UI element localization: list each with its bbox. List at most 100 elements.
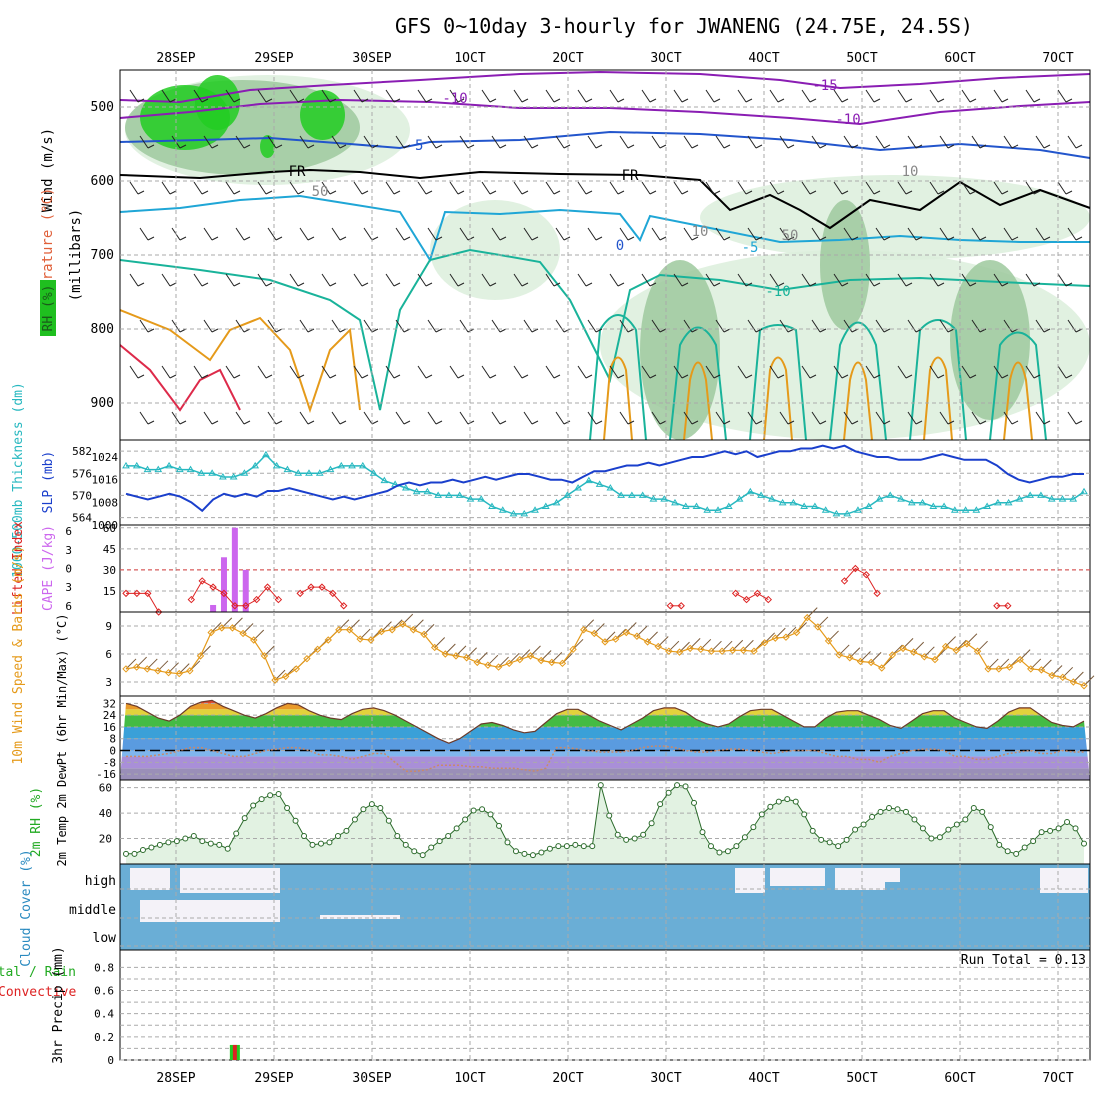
wind-barb (265, 98, 273, 103)
wind-barb (521, 190, 529, 195)
wind-barb (395, 411, 405, 425)
wind-speed-marker (643, 638, 652, 646)
wind-speed-marker (718, 647, 726, 655)
rh-marker (945, 826, 952, 833)
thickness-marker (218, 472, 227, 480)
rh-marker (767, 803, 774, 810)
wind-barb (427, 135, 437, 149)
wind-barb (225, 365, 235, 379)
axis-label-temp2m: 2m Temp 2m DewPt (6hr Min/Max) (°C) (55, 614, 69, 867)
wind-barb (865, 181, 875, 195)
wind-barb (289, 365, 299, 379)
rh-marker (682, 783, 689, 790)
wind-speed-marker (250, 636, 258, 644)
rh-marker (919, 825, 926, 832)
wind-speed-marker (856, 657, 865, 666)
rh-marker (1038, 829, 1045, 836)
wind-barb (385, 365, 395, 379)
rh-marker (267, 792, 274, 799)
wind-barb (809, 282, 817, 287)
lifted-index-marker (329, 589, 337, 598)
wind-barb (225, 89, 235, 103)
wind-barb (649, 98, 657, 103)
wind-barb (129, 89, 139, 103)
wind-barb (235, 319, 245, 333)
side-axis-labels: Wind (m/s)Temperature (°C)RH (%)(milliba… (0, 128, 84, 1064)
rh-marker (546, 845, 553, 852)
wind-barb (563, 420, 571, 425)
thickness-marker (1047, 495, 1056, 502)
thickness-marker (918, 498, 927, 506)
wind-speed-marker (941, 642, 950, 651)
rh-marker (741, 834, 748, 841)
wind-barb (489, 374, 497, 379)
temperature-contour (923, 356, 953, 440)
lifted-index-marker (666, 602, 675, 610)
rh-marker (462, 816, 469, 823)
wind-barb (299, 135, 309, 149)
wind-barb (819, 328, 827, 333)
thickness-marker (983, 502, 992, 510)
wind-barb (1035, 135, 1045, 149)
wind-barb (897, 365, 907, 379)
thickness-marker (423, 487, 432, 495)
wind-barb (609, 365, 619, 379)
upper-air-clip (120, 70, 1090, 440)
wind-barb (587, 319, 597, 333)
wind-barb (329, 282, 337, 287)
wind-barb (929, 181, 939, 195)
temperature-contour (603, 356, 633, 440)
wind-barb (939, 411, 949, 425)
wind-barb (683, 411, 693, 425)
wind-speed-marker (441, 650, 450, 658)
wind-barb (531, 144, 539, 149)
precip-tick-label: 0.6 (94, 985, 114, 998)
wind-barb (449, 181, 459, 195)
rh-marker (953, 821, 960, 828)
wind-barb (385, 181, 395, 195)
top-date-label: 4OCT (748, 51, 779, 66)
thickness-marker (1004, 498, 1013, 506)
wind-barb (777, 374, 785, 379)
wind-barb (1057, 365, 1067, 379)
wind-barb (361, 98, 369, 103)
wind-barb (545, 273, 555, 287)
wind-barb (961, 181, 971, 195)
thickness-marker (466, 495, 475, 502)
thickness-marker (897, 495, 905, 502)
wind-barb (659, 144, 667, 149)
wind-barb (969, 98, 977, 103)
bottom-date-label: 1OCT (454, 1071, 485, 1086)
wind-barb (873, 98, 881, 103)
wind-barb (265, 190, 273, 195)
temperature-contour (1003, 361, 1033, 440)
wind-barb (257, 365, 267, 379)
wind-barb (179, 236, 187, 241)
axis-label-precip: 3hr Precip (mm) (51, 946, 66, 1063)
wind-barb (875, 411, 885, 425)
axis-label-lifted-index: Lifted Index (11, 521, 26, 615)
wind-speed-marker (633, 632, 641, 640)
wind-barb (203, 319, 213, 333)
wind-barb (641, 273, 651, 287)
thickness-marker (251, 461, 260, 469)
wind-barb (993, 365, 1003, 379)
thickness-marker (434, 491, 443, 498)
wind-barb (641, 89, 651, 103)
lifted-index-marker (993, 602, 1001, 610)
rh-marker (241, 815, 248, 822)
axis-label-cloud: Cloud Cover (%) (19, 849, 34, 966)
wind-speed-marker (760, 639, 769, 647)
thickness-marker (929, 502, 938, 510)
wind-barb (651, 319, 661, 333)
wind-barb (971, 411, 981, 425)
rh-marker (173, 838, 180, 845)
wind-barb (585, 374, 593, 379)
rh-marker (521, 850, 528, 857)
lifted-index-marker (318, 583, 326, 591)
wind-barb (713, 374, 721, 379)
wind-barb (737, 89, 747, 103)
rh-marker (309, 841, 316, 848)
wind-speed-marker (484, 661, 492, 669)
